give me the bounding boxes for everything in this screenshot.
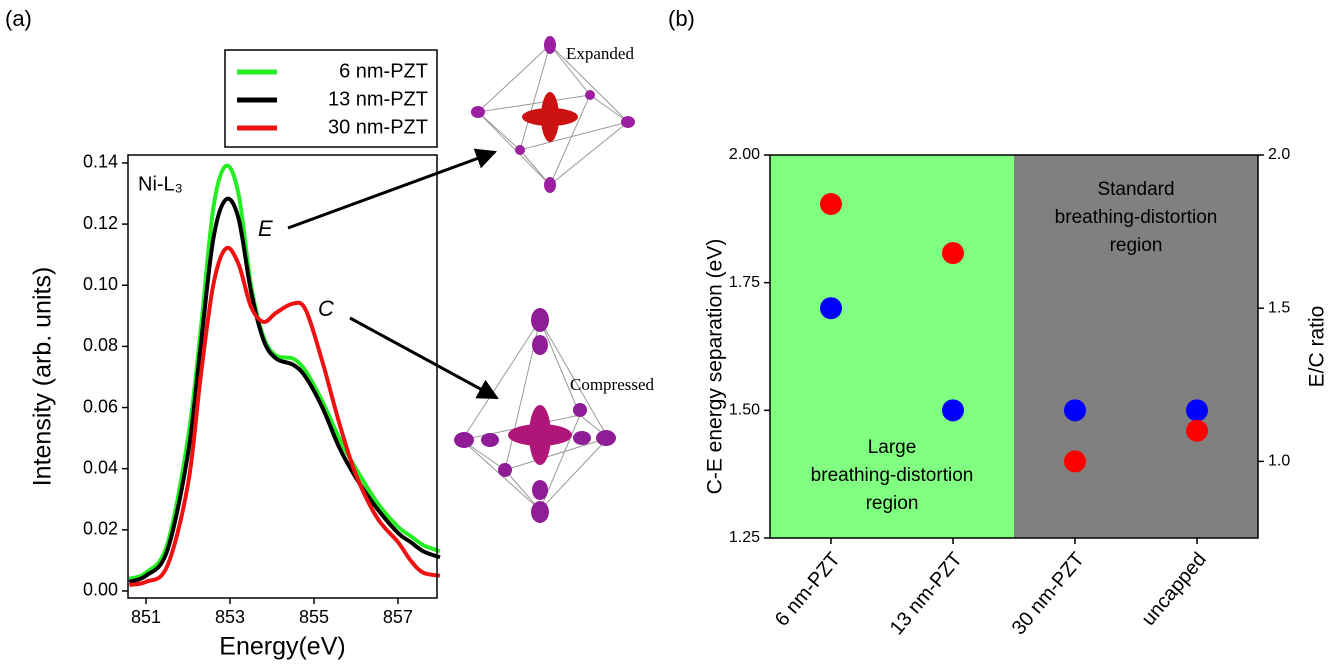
- data-point: [1064, 399, 1086, 422]
- region-label: Standard: [1097, 179, 1174, 200]
- x-tick-label: 30 nm-PZT: [1008, 548, 1089, 639]
- arrow: [287, 148, 497, 230]
- panel-label: (a): [5, 6, 32, 31]
- region-label: Large: [868, 437, 917, 458]
- y-tick-label: 0.14: [83, 152, 118, 172]
- panel-label: (b): [668, 6, 695, 31]
- y-tick-label: 0.00: [83, 580, 118, 600]
- data-line: [128, 245, 441, 587]
- y-tick-label: 0.04: [83, 457, 118, 477]
- region: [1014, 155, 1258, 538]
- region: [770, 155, 1014, 538]
- illustration-label: Compressed: [570, 375, 655, 394]
- x-tick-label: 853: [215, 607, 245, 627]
- annotation: C: [318, 296, 334, 321]
- data-point: [1186, 399, 1208, 422]
- x-tick-label: 6 nm-PZT: [771, 548, 845, 630]
- legend-label: 30 nm-PZT: [328, 116, 428, 138]
- legend-label: 6 nm-PZT: [339, 60, 428, 82]
- y-axis-title: C-E energy separation (eV): [704, 239, 727, 495]
- expanded-illustration: Expanded: [455, 15, 665, 200]
- data-line: [128, 196, 441, 584]
- y-axis-title: Intensity (arb. units): [29, 267, 57, 487]
- y2-axis-title: E/C ratio: [1306, 306, 1329, 388]
- y-tick-label: 0.02: [83, 519, 118, 539]
- data-point: [820, 297, 842, 320]
- legend-label: 13 nm-PZT: [328, 88, 428, 110]
- plot-frame: [127, 154, 438, 599]
- y-tick-label: 0.12: [83, 213, 118, 233]
- data-point: [820, 193, 842, 216]
- plot-frame: [769, 154, 1259, 539]
- x-tick-label: 857: [383, 607, 413, 627]
- region-label: region: [1110, 235, 1163, 256]
- data-point: [1186, 419, 1208, 442]
- y2-tick-label: 2.0: [1268, 146, 1290, 163]
- region-label: breathing-distortion: [1055, 207, 1218, 228]
- data-point: [942, 399, 964, 422]
- x-axis-title: Energy(eV): [219, 633, 345, 661]
- y-tick-label: 1.75: [729, 274, 760, 291]
- y-tick-label: 0.06: [83, 396, 118, 416]
- data-point: [1064, 450, 1086, 473]
- y-tick-label: 2.00: [729, 146, 760, 163]
- annotation: E: [258, 216, 273, 241]
- region-label: region: [866, 493, 919, 514]
- y2-tick-label: 1.0: [1268, 453, 1290, 470]
- data-point: [942, 242, 964, 265]
- x-tick-label: 855: [299, 607, 329, 627]
- arrow: [349, 316, 499, 400]
- y-tick-label: 1.50: [729, 402, 760, 419]
- x-tick-label: 13 nm-PZT: [886, 548, 967, 639]
- y-tick-label: 0.08: [83, 335, 118, 355]
- region-label: breathing-distortion: [811, 465, 974, 486]
- y-tick-label: 0.10: [83, 274, 118, 294]
- annotation: Ni-L₃: [138, 173, 183, 195]
- x-tick-label: uncapped: [1138, 548, 1211, 629]
- illustration-label: Expanded: [566, 44, 634, 63]
- y-tick-label: 1.25: [729, 529, 760, 546]
- compressed-illustration: Compressed: [450, 308, 665, 550]
- y2-tick-label: 1.5: [1268, 299, 1290, 316]
- x-tick-label: 851: [131, 607, 161, 627]
